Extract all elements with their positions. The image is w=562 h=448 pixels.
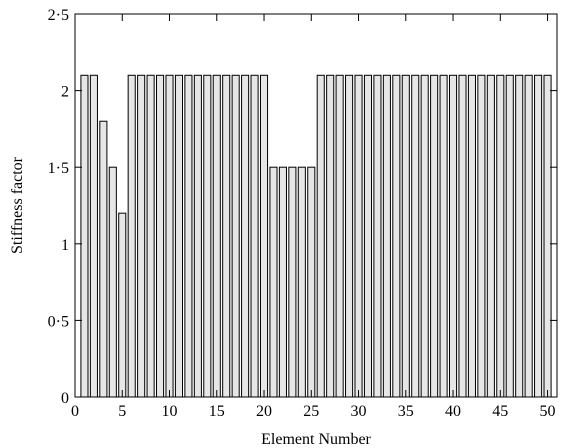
- bar-element-34: [393, 75, 400, 397]
- x-tick-label-50: 50: [540, 403, 556, 420]
- bar-element-1: [81, 75, 88, 397]
- x-tick-label-5: 5: [118, 403, 126, 420]
- x-tick-label-25: 25: [303, 403, 319, 420]
- bar-element-39: [440, 75, 447, 397]
- bar-element-14: [204, 75, 211, 397]
- bar-element-22: [279, 167, 286, 397]
- bar-element-17: [232, 75, 239, 397]
- x-tick-label-15: 15: [209, 403, 225, 420]
- bar-element-21: [270, 167, 277, 397]
- x-tick-label-45: 45: [492, 403, 508, 420]
- bar-element-12: [185, 75, 192, 397]
- bar-element-35: [402, 75, 409, 397]
- bar-element-46: [506, 75, 513, 397]
- bar-element-25: [308, 167, 315, 397]
- x-tick-label-10: 10: [162, 403, 178, 420]
- bar-element-26: [317, 75, 324, 397]
- bar-element-16: [223, 75, 230, 397]
- bar-element-9: [157, 75, 164, 397]
- bar-element-19: [251, 75, 258, 397]
- bar-element-50: [544, 75, 551, 397]
- bar-element-43: [478, 75, 485, 397]
- bar-element-2: [90, 75, 97, 397]
- bar-element-6: [128, 75, 135, 397]
- y-tick-label-4: 2: [61, 84, 69, 101]
- bar-element-48: [525, 75, 532, 397]
- y-tick-label-0: 0: [61, 390, 69, 407]
- bar-element-10: [166, 75, 173, 397]
- bar-element-7: [138, 75, 145, 397]
- bar-element-4: [109, 167, 116, 397]
- bar-element-37: [421, 75, 428, 397]
- bar-element-11: [175, 75, 182, 397]
- bar-element-41: [459, 75, 466, 397]
- bar-element-28: [336, 75, 343, 397]
- bar-element-27: [327, 75, 334, 397]
- y-tick-label-1: 0·5: [48, 313, 69, 330]
- bar-element-23: [289, 167, 296, 397]
- y-tick-label-2: 1: [61, 237, 69, 254]
- bar-element-44: [487, 75, 494, 397]
- bar-element-45: [497, 75, 504, 397]
- x-tick-label-0: 0: [71, 403, 79, 420]
- bar-element-49: [535, 75, 542, 397]
- y-tick-label-3: 1·5: [48, 160, 69, 177]
- bar-element-30: [355, 75, 362, 397]
- bar-element-13: [194, 75, 201, 397]
- bar-element-47: [516, 75, 523, 397]
- bar-element-31: [364, 75, 371, 397]
- x-tick-label-35: 35: [398, 403, 414, 420]
- bar-element-40: [449, 75, 456, 397]
- bar-element-32: [374, 75, 381, 397]
- bar-element-3: [100, 121, 107, 397]
- bar-element-15: [213, 75, 220, 397]
- x-axis-label: Element Number: [261, 431, 371, 448]
- bar-element-38: [431, 75, 438, 397]
- bar-element-24: [298, 167, 305, 397]
- bar-element-8: [147, 75, 154, 397]
- bar-element-29: [346, 75, 353, 397]
- bar-element-36: [412, 75, 419, 397]
- bar-element-18: [242, 75, 249, 397]
- bar-element-42: [468, 75, 475, 397]
- y-axis-label: Stiffness factor: [9, 156, 26, 254]
- bar-element-5: [119, 213, 126, 397]
- x-tick-label-20: 20: [256, 403, 272, 420]
- x-tick-label-30: 30: [351, 403, 367, 420]
- bar-element-20: [260, 75, 267, 397]
- bar-element-33: [383, 75, 390, 397]
- bars-group: [81, 75, 551, 397]
- y-tick-label-5: 2·5: [48, 7, 69, 24]
- x-tick-label-40: 40: [445, 403, 461, 420]
